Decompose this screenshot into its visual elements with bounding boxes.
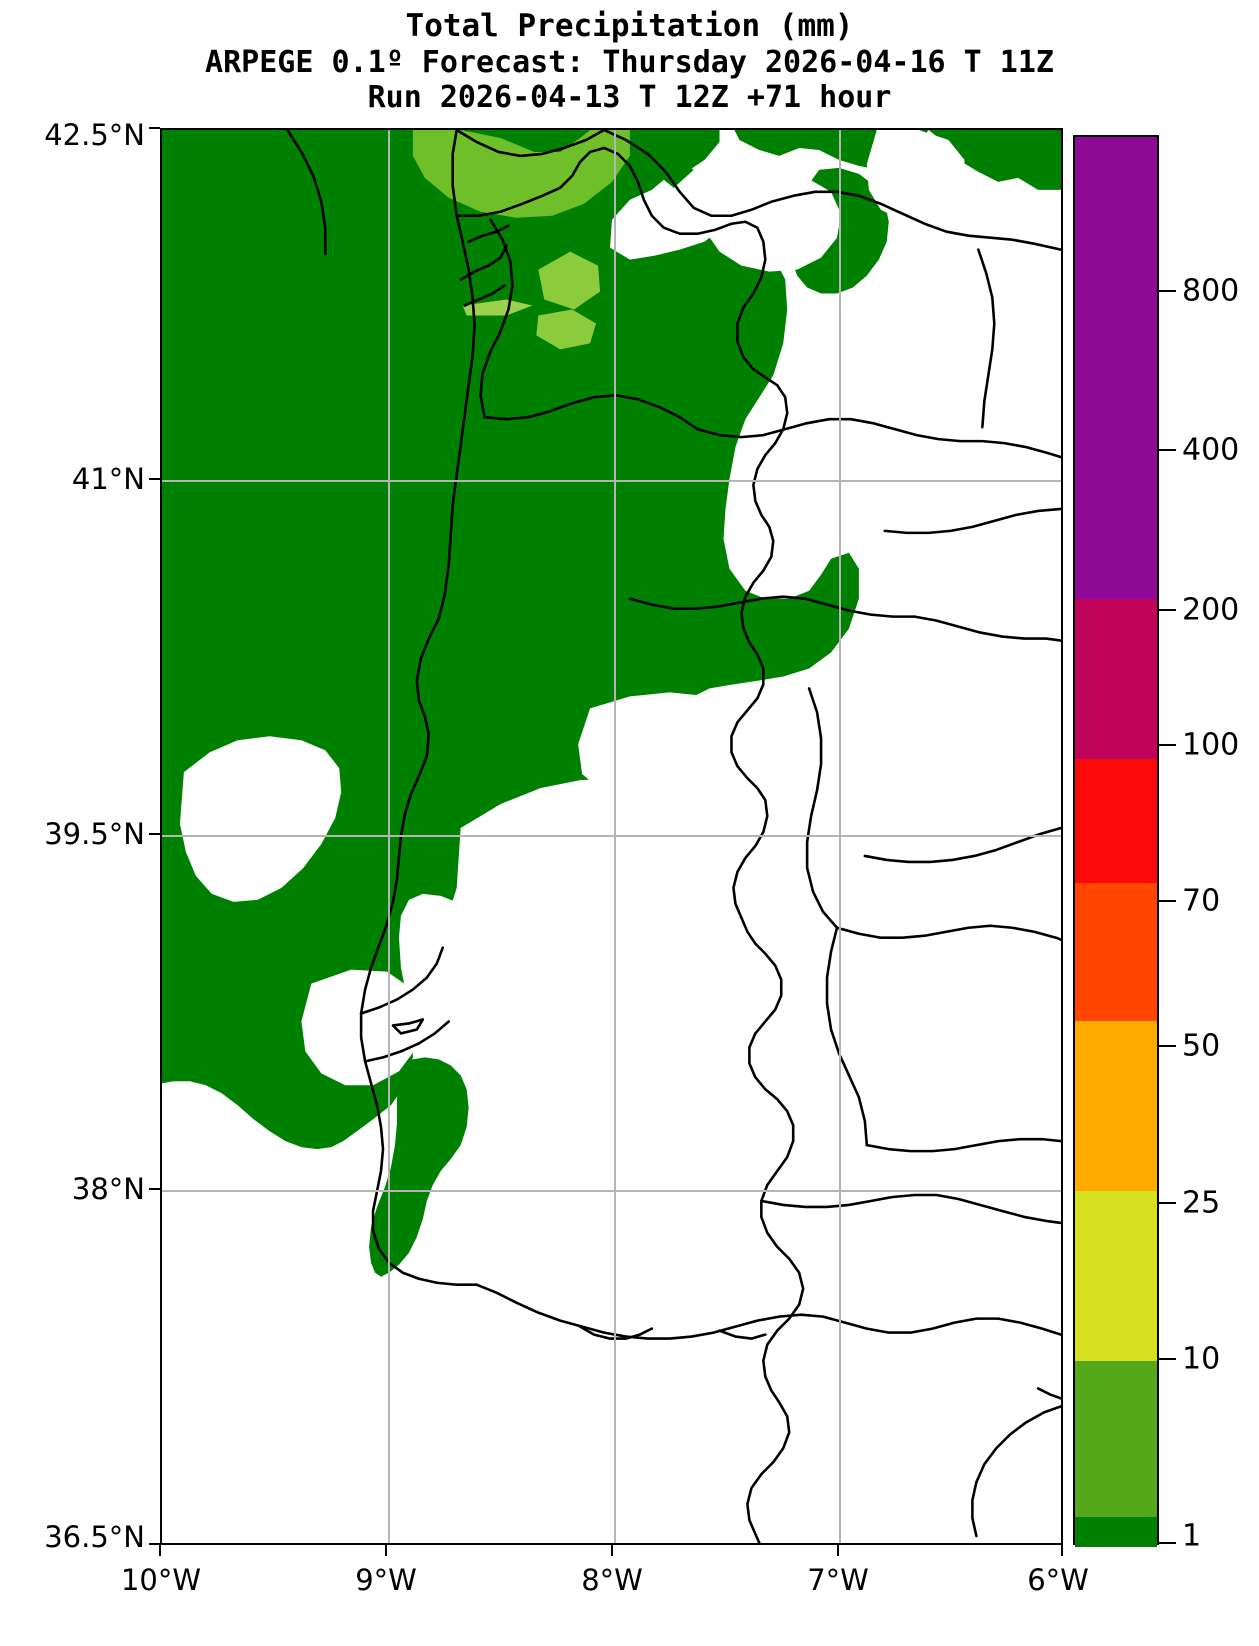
cbseg-50-70 bbox=[1075, 1021, 1157, 1191]
cblabel-70: 70 bbox=[1182, 883, 1221, 919]
ylabel-41N: 41°N bbox=[71, 462, 145, 496]
cbseg-200-400 bbox=[1075, 599, 1157, 759]
xtick-10W bbox=[159, 1545, 162, 1556]
precipitation-colorbar[interactable] bbox=[1073, 135, 1159, 1547]
ytick-41N bbox=[149, 478, 160, 481]
xtick-9W bbox=[385, 1545, 388, 1556]
precipitation-map[interactable] bbox=[160, 128, 1063, 1545]
cbseg-1-10 bbox=[1075, 1517, 1157, 1547]
cbseg-25-50 bbox=[1075, 1191, 1157, 1361]
ylabel-36-5N: 36.5°N bbox=[44, 1520, 145, 1554]
xtick-8W bbox=[611, 1545, 614, 1556]
cbtick-800 bbox=[1159, 290, 1176, 293]
cbtick-400 bbox=[1159, 449, 1176, 452]
coastline-borders bbox=[286, 130, 1061, 1543]
cbtick-200 bbox=[1159, 609, 1176, 612]
cblabel-1: 1 bbox=[1182, 1518, 1202, 1554]
xlabel-7W: 7°W bbox=[807, 1563, 869, 1597]
gridline-41N bbox=[162, 480, 1061, 482]
cbtick-70 bbox=[1159, 900, 1176, 903]
ytick-39-5N bbox=[149, 833, 160, 836]
run-subtitle: Run 2026-04-13 T 12Z +71 hour bbox=[367, 79, 892, 115]
cbtick-25 bbox=[1159, 1202, 1176, 1205]
cbseg-400-800 bbox=[1075, 439, 1157, 599]
cbtick-100 bbox=[1159, 744, 1176, 747]
gridline-9W bbox=[388, 130, 390, 1543]
cbseg-above-800 bbox=[1075, 137, 1157, 439]
ytick-38N bbox=[149, 1188, 160, 1191]
xtick-6W bbox=[1061, 1545, 1064, 1556]
cblabel-200: 200 bbox=[1182, 592, 1240, 628]
cbseg-70-100 bbox=[1075, 883, 1157, 1021]
cbtick-50 bbox=[1159, 1045, 1176, 1048]
map-canvas bbox=[162, 130, 1061, 1543]
gridline-39-5N bbox=[162, 835, 1061, 837]
ylabel-38N: 38°N bbox=[71, 1172, 145, 1206]
cbseg-10-25 bbox=[1075, 1361, 1157, 1517]
xlabel-9W: 9°W bbox=[355, 1563, 417, 1597]
map-svg bbox=[162, 130, 1061, 1543]
ylabel-42-5N: 42.5°N bbox=[44, 118, 145, 152]
xlabel-6W: 6°W bbox=[1027, 1563, 1089, 1597]
cblabel-400: 400 bbox=[1182, 432, 1240, 468]
cblabel-100: 100 bbox=[1182, 727, 1240, 763]
cbseg-100-200 bbox=[1075, 759, 1157, 883]
cblabel-800: 800 bbox=[1182, 273, 1240, 309]
ytick-42-5N bbox=[149, 127, 160, 130]
cbtick-10 bbox=[1159, 1358, 1176, 1361]
precip-band-10-25 bbox=[412, 130, 630, 350]
chart-title-block: Total Precipitation (mm) ARPEGE 0.1º For… bbox=[0, 8, 1259, 115]
cblabel-25: 25 bbox=[1182, 1185, 1221, 1221]
ytick-36-5N bbox=[149, 1543, 160, 1546]
xtick-7W bbox=[837, 1545, 840, 1556]
forecast-subtitle: ARPEGE 0.1º Forecast: Thursday 2026-04-1… bbox=[205, 44, 1054, 80]
cblabel-50: 50 bbox=[1182, 1028, 1221, 1064]
cbtick-1 bbox=[1159, 1542, 1176, 1545]
xlabel-8W: 8°W bbox=[581, 1563, 643, 1597]
page-title: Total Precipitation (mm) bbox=[405, 8, 854, 44]
gridline-7W bbox=[839, 130, 841, 1543]
xlabel-10W: 10°W bbox=[120, 1563, 202, 1597]
cblabel-10: 10 bbox=[1182, 1341, 1221, 1377]
ylabel-39-5N: 39.5°N bbox=[44, 817, 145, 851]
gridline-8W bbox=[614, 130, 616, 1543]
gridline-38N bbox=[162, 1190, 1061, 1192]
